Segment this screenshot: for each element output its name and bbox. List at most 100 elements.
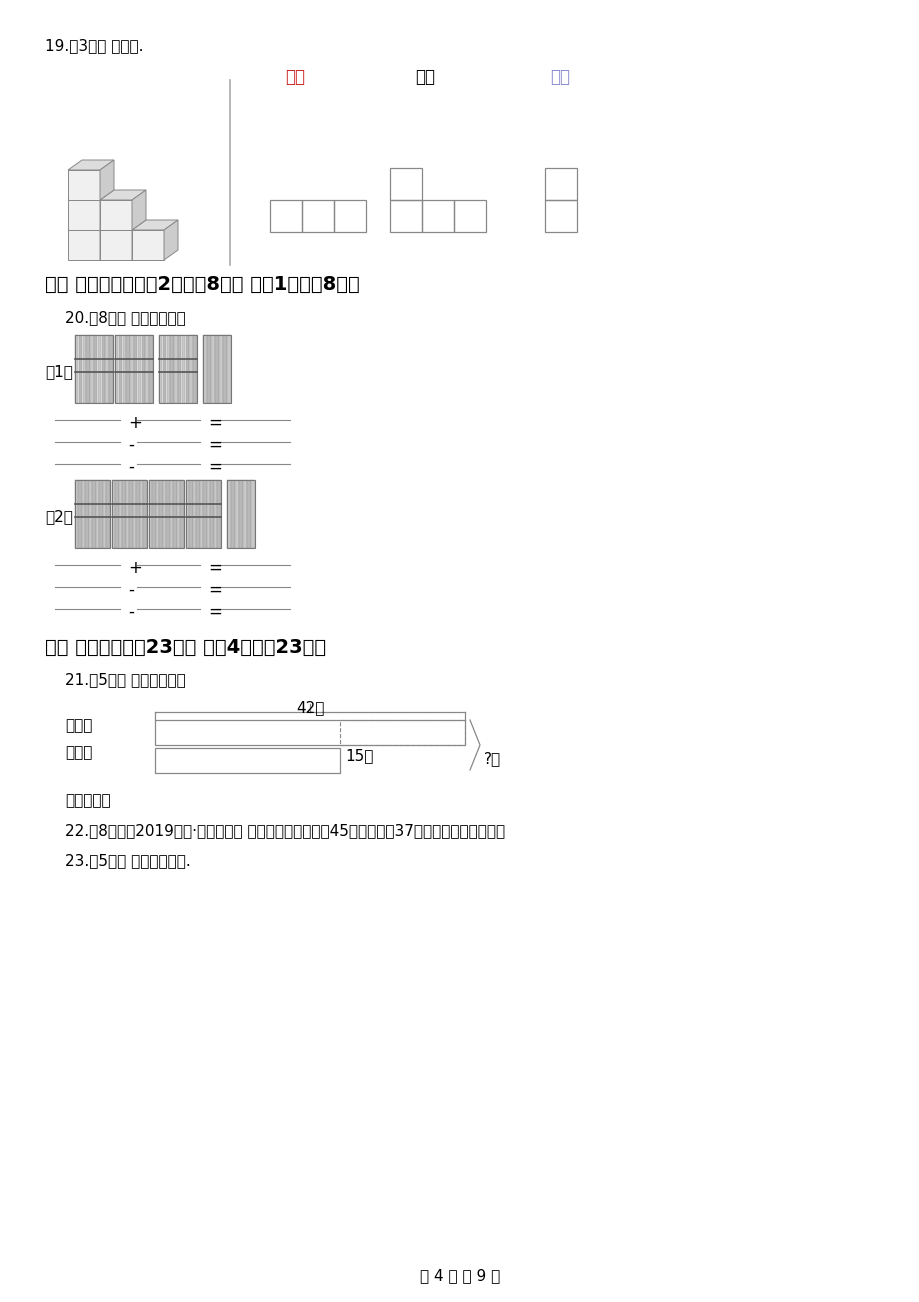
Text: ?个: ?个 bbox=[483, 751, 501, 766]
Bar bbox=[75, 480, 78, 548]
Text: 42个: 42个 bbox=[296, 700, 323, 715]
Bar bbox=[163, 335, 166, 404]
Bar bbox=[170, 335, 174, 404]
Bar bbox=[138, 335, 142, 404]
Bar bbox=[219, 335, 222, 404]
Polygon shape bbox=[100, 190, 114, 230]
Bar bbox=[83, 335, 86, 404]
Bar bbox=[193, 480, 196, 548]
Bar bbox=[193, 335, 197, 404]
Bar bbox=[227, 480, 231, 548]
Bar bbox=[107, 480, 109, 548]
Bar bbox=[116, 480, 119, 548]
Bar bbox=[251, 480, 255, 548]
Text: -: - bbox=[128, 436, 134, 454]
Bar bbox=[301, 201, 334, 232]
Text: =: = bbox=[208, 458, 221, 477]
Bar bbox=[82, 480, 85, 548]
Text: 正面: 正面 bbox=[285, 68, 305, 86]
Text: -: - bbox=[128, 603, 134, 621]
Bar bbox=[422, 201, 453, 232]
Text: 篮球：: 篮球： bbox=[65, 717, 92, 733]
Bar bbox=[186, 480, 221, 548]
Bar bbox=[75, 335, 78, 404]
Bar bbox=[149, 480, 184, 548]
Bar bbox=[134, 335, 137, 404]
Bar bbox=[390, 168, 422, 201]
Bar bbox=[214, 480, 217, 548]
Bar bbox=[177, 335, 181, 404]
Bar bbox=[154, 749, 340, 773]
Bar bbox=[149, 480, 152, 548]
Bar bbox=[231, 480, 234, 548]
Bar bbox=[75, 480, 110, 548]
Text: =: = bbox=[208, 436, 221, 454]
Bar bbox=[75, 335, 113, 404]
Bar bbox=[227, 335, 231, 404]
Bar bbox=[166, 335, 170, 404]
Bar bbox=[119, 480, 122, 548]
Text: 第 4 页 共 9 页: 第 4 页 共 9 页 bbox=[419, 1268, 500, 1282]
Text: 23.（5分） 看图列式计算.: 23.（5分） 看图列式计算. bbox=[65, 853, 190, 868]
Bar bbox=[186, 480, 189, 548]
Bar bbox=[207, 335, 210, 404]
Text: 22.（8分）（2019二上·富阳期末） 小明看一本书，看了45页，还剩了37页。这本书有多少页？: 22.（8分）（2019二上·富阳期末） 小明看一本书，看了45页，还剩了37页… bbox=[65, 823, 505, 838]
Text: -: - bbox=[128, 581, 134, 599]
Bar bbox=[210, 335, 214, 404]
Bar bbox=[340, 720, 464, 745]
Text: （1）: （1） bbox=[45, 365, 73, 379]
Bar bbox=[159, 480, 163, 548]
Bar bbox=[207, 480, 210, 548]
Bar bbox=[153, 480, 155, 548]
Text: （2）: （2） bbox=[45, 509, 73, 523]
Bar bbox=[159, 335, 163, 404]
Text: 15个: 15个 bbox=[345, 749, 373, 763]
Polygon shape bbox=[68, 201, 100, 230]
Bar bbox=[93, 480, 96, 548]
Bar bbox=[145, 335, 149, 404]
Bar bbox=[174, 480, 176, 548]
Bar bbox=[189, 335, 193, 404]
Bar bbox=[234, 480, 238, 548]
Polygon shape bbox=[68, 160, 114, 171]
Bar bbox=[85, 480, 88, 548]
Bar bbox=[97, 335, 101, 404]
Bar bbox=[115, 335, 153, 404]
Bar bbox=[182, 335, 185, 404]
Bar bbox=[243, 480, 246, 548]
Bar bbox=[203, 335, 231, 404]
Bar bbox=[112, 480, 115, 548]
Bar bbox=[544, 168, 576, 201]
Text: 数量关系：: 数量关系： bbox=[65, 793, 110, 809]
Text: 20.（8分） 看图写算式。: 20.（8分） 看图写算式。 bbox=[65, 310, 186, 326]
Bar bbox=[115, 335, 119, 404]
Bar bbox=[106, 335, 108, 404]
Text: +: + bbox=[128, 414, 142, 432]
Text: 七、 解决问题（共23分） （共4题；共23分）: 七、 解决问题（共23分） （共4题；共23分） bbox=[45, 638, 325, 658]
Bar bbox=[334, 201, 366, 232]
Bar bbox=[166, 480, 169, 548]
Bar bbox=[130, 480, 132, 548]
Text: 上面: 上面 bbox=[414, 68, 435, 86]
Text: 足球：: 足球： bbox=[65, 745, 92, 760]
Bar bbox=[174, 335, 177, 404]
Bar bbox=[78, 480, 82, 548]
Bar bbox=[544, 201, 576, 232]
Bar bbox=[390, 201, 422, 232]
Bar bbox=[99, 480, 103, 548]
Bar bbox=[176, 480, 180, 548]
Polygon shape bbox=[131, 190, 146, 230]
Polygon shape bbox=[100, 160, 114, 201]
Bar bbox=[222, 335, 226, 404]
Bar bbox=[217, 480, 221, 548]
Bar bbox=[130, 335, 133, 404]
Bar bbox=[203, 335, 207, 404]
Text: =: = bbox=[208, 581, 221, 599]
Text: 侧面: 侧面 bbox=[550, 68, 570, 86]
Bar bbox=[103, 480, 106, 548]
Bar bbox=[94, 335, 97, 404]
Bar bbox=[269, 201, 301, 232]
Text: =: = bbox=[208, 603, 221, 621]
Bar bbox=[189, 480, 192, 548]
Bar bbox=[126, 335, 130, 404]
